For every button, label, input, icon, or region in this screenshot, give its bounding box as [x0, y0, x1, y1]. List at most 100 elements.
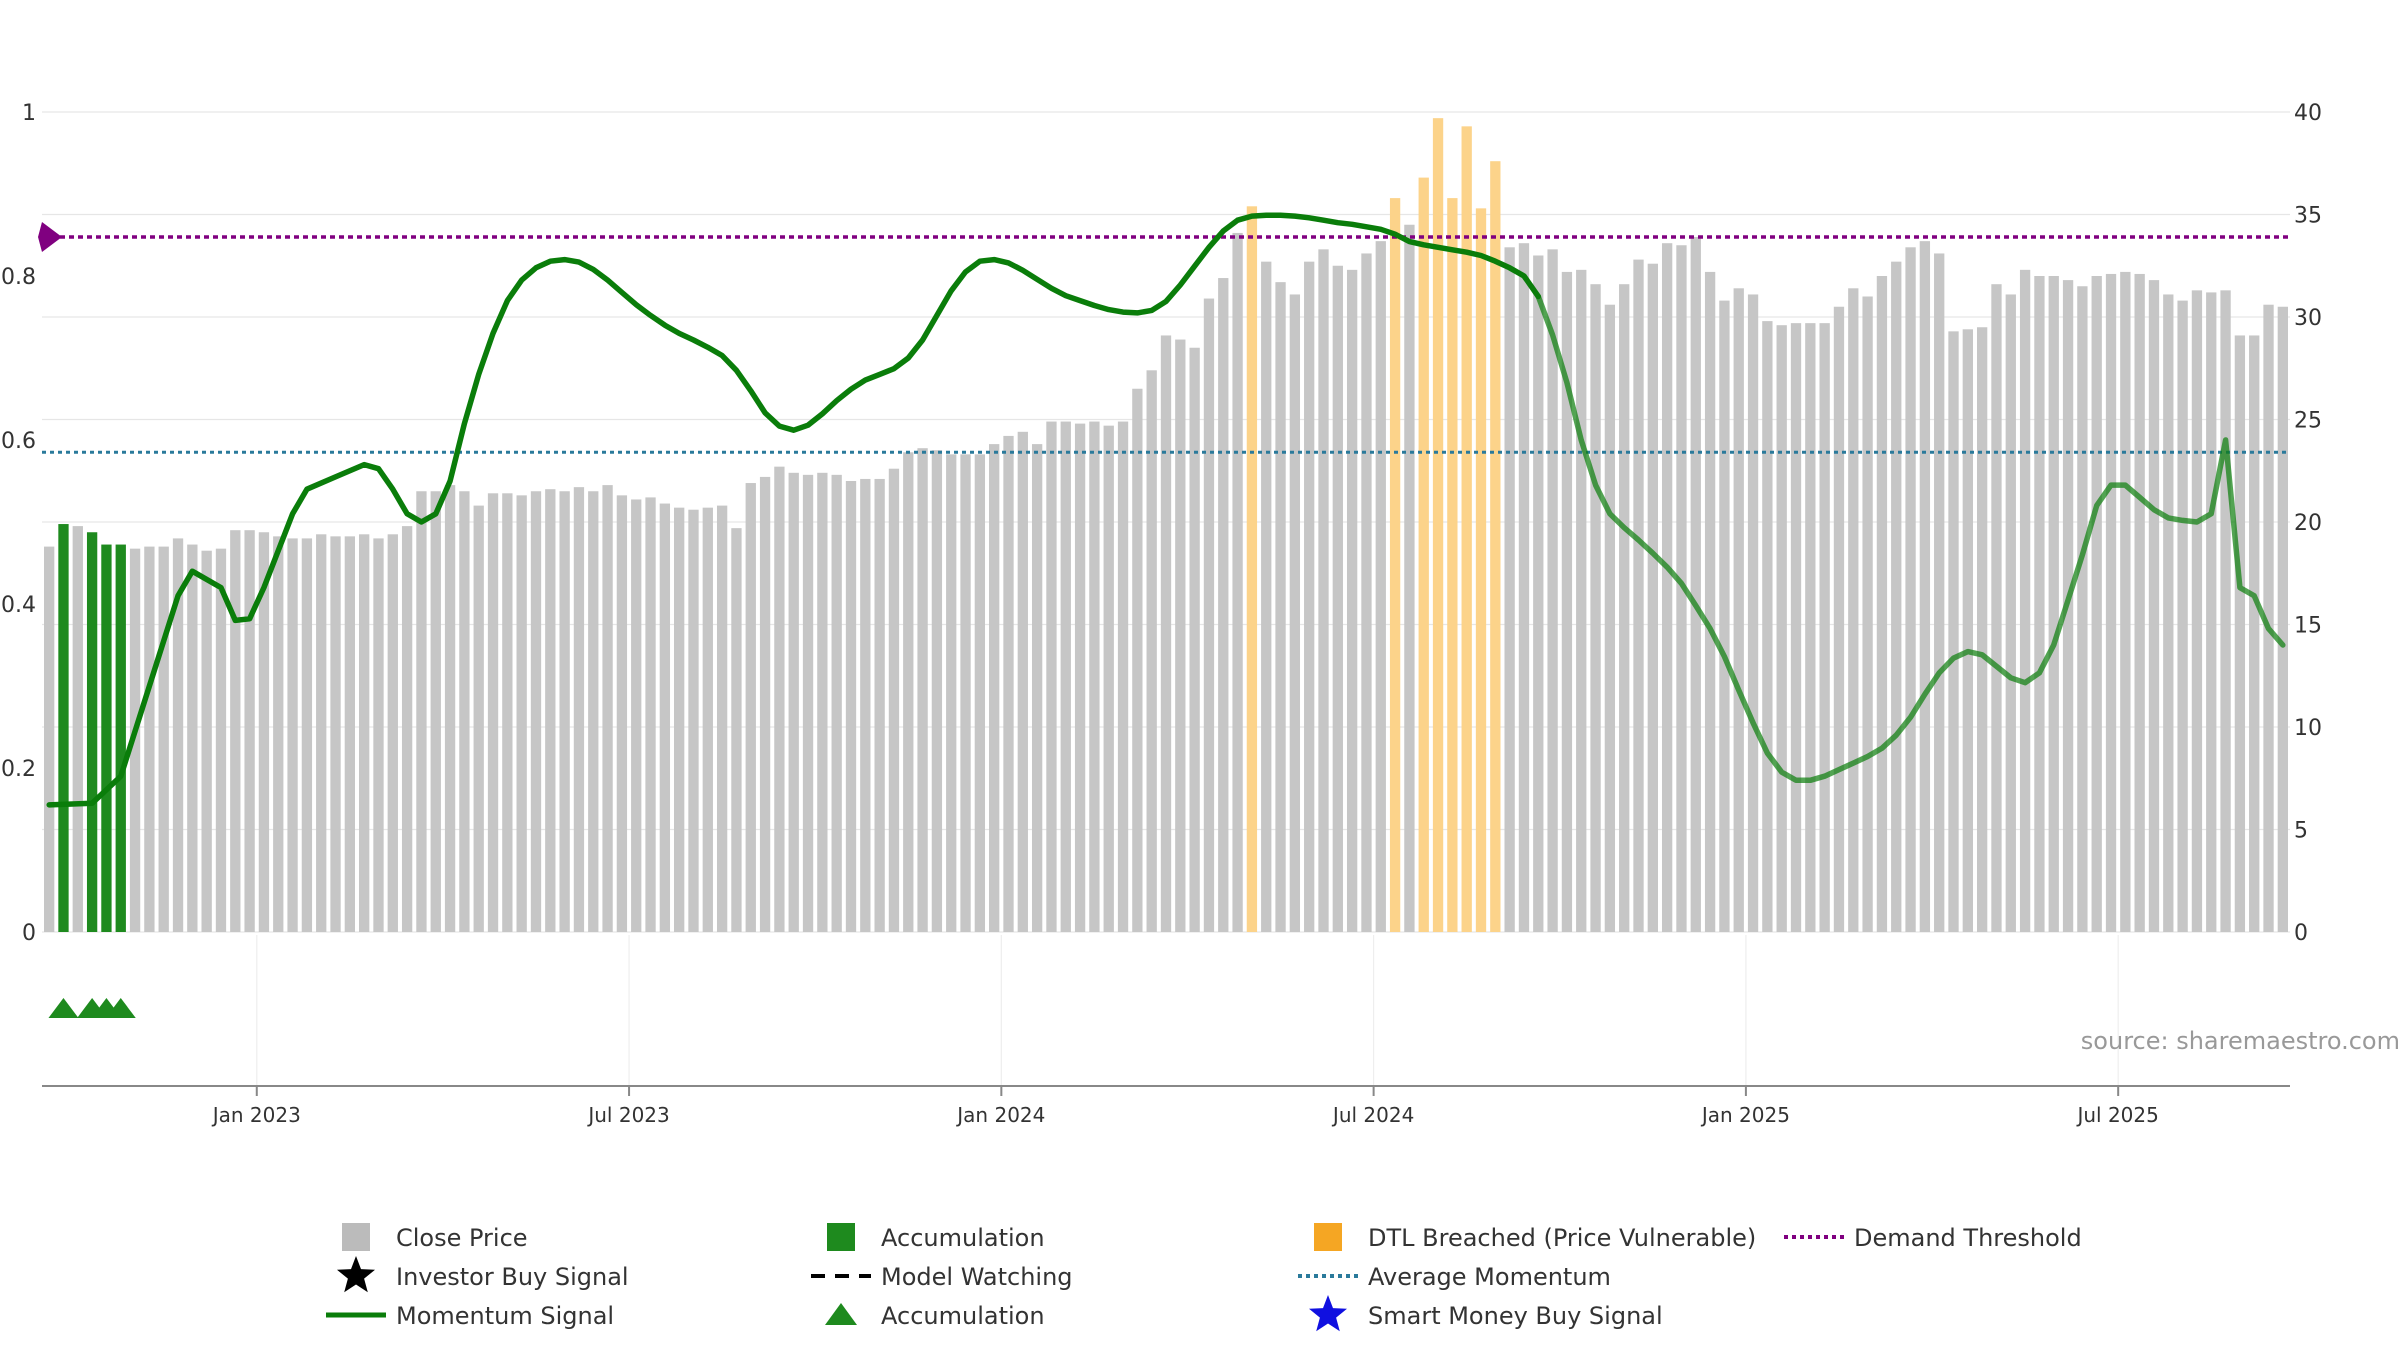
close-price-bar: [759, 476, 771, 932]
close-price-bar: [1404, 224, 1415, 932]
close-price-bar: [1146, 370, 1157, 932]
accumulation-bar: [101, 544, 112, 932]
close-price-bar: [1948, 331, 1959, 933]
right-axis-tick-label: 20: [2294, 511, 2322, 536]
signal-strip: [48, 998, 136, 1018]
x-axis-tick-label: Jul 2025: [2075, 1103, 2158, 1127]
close-price-bar: [616, 495, 628, 932]
close-price-bar: [1619, 284, 1630, 932]
close-price-bar: [1690, 237, 1701, 933]
close-price-bar: [387, 534, 398, 932]
close-price-bar: [1762, 321, 1773, 933]
close-price-bar: [430, 491, 441, 932]
legend-item: Average Momentum: [1298, 1263, 1611, 1291]
close-price-bar: [244, 530, 255, 932]
legend-label: Accumulation: [881, 1302, 1045, 1330]
legend-item: Accumulation: [827, 1223, 1045, 1252]
close-price-bar: [1117, 421, 1129, 932]
close-price-bar: [1647, 263, 1658, 932]
close-price-bar: [516, 495, 527, 932]
left-axis-tick-label: 0.2: [1, 757, 36, 782]
x-axis-tick-label: Jan 2024: [955, 1103, 1045, 1127]
close-price-bar: [860, 478, 871, 932]
legend-item: Investor Buy Signal: [337, 1256, 629, 1293]
close-price-bar: [502, 493, 513, 932]
close-price-bar: [301, 538, 313, 932]
close-price-bar: [2277, 306, 2288, 932]
dtl-breached-bar: [1418, 177, 1429, 933]
close-price-bar: [1074, 423, 1086, 932]
close-price-bar: [731, 528, 742, 932]
close-price-bar: [1848, 288, 1859, 932]
close-price-bar: [1160, 335, 1172, 932]
momentum-signal-line-faded: [1535, 293, 2286, 784]
close-price-bar: [158, 546, 169, 932]
legend-item: Smart Money Buy Signal: [1309, 1295, 1663, 1332]
close-price-bar: [287, 538, 298, 932]
close-price-bar: [530, 491, 542, 932]
close-price-bar: [44, 546, 55, 932]
close-price-bar: [631, 499, 642, 932]
legend: Close Price Investor Buy Signal Momentum S…: [326, 1223, 2082, 1332]
close-price-bar: [1518, 243, 1530, 932]
close-price-bar: [1375, 241, 1386, 932]
close-price-bar: [1590, 284, 1601, 932]
close-price-bar: [129, 548, 141, 932]
close-price-bar: [903, 452, 914, 932]
close-price-bar: [1346, 269, 1358, 933]
left-axis-tick-label: 0: [22, 921, 36, 946]
left-axis-tick-label: 0.4: [1, 593, 36, 618]
price-bars: [44, 118, 2288, 933]
legend-label: Smart Money Buy Signal: [1368, 1302, 1663, 1330]
close-price-bar: [602, 485, 613, 932]
close-price-bar: [788, 472, 799, 932]
close-price-bar: [1561, 271, 1573, 932]
close-price-bar: [831, 474, 842, 932]
close-price-bar: [1189, 347, 1200, 932]
dtl-breached-bar: [1461, 126, 1472, 933]
close-price-bar: [187, 544, 198, 932]
close-price-bar: [2206, 292, 2217, 932]
legend-square-swatch: [827, 1223, 855, 1251]
close-price-bar: [545, 489, 556, 932]
close-price-bar: [1361, 253, 1372, 932]
close-price-bar: [1819, 323, 1830, 932]
right-axis-tick-label: 25: [2294, 409, 2322, 434]
right-axis-tick-label: 35: [2294, 204, 2322, 229]
close-price-bar: [1089, 421, 1100, 932]
close-price-bar: [401, 526, 413, 932]
legend-label: Momentum Signal: [396, 1302, 614, 1330]
close-price-bar: [874, 478, 885, 932]
close-price-bar: [2163, 294, 2174, 932]
close-price-bar: [2120, 271, 2131, 932]
legend-item: Accumulation: [825, 1302, 1045, 1330]
close-price-bar: [1218, 278, 1229, 932]
demand-threshold-marker: [38, 222, 62, 253]
dtl-breached-bar: [1475, 208, 1487, 933]
close-price-bar: [1132, 388, 1143, 932]
close-price-bar: [1905, 247, 1916, 933]
close-price-bar: [1304, 261, 1315, 932]
close-price-bar: [1203, 298, 1215, 932]
close-price-bar: [716, 505, 728, 932]
close-price-bar: [1576, 269, 1587, 933]
left-axis-tick-label: 1: [22, 101, 36, 126]
close-price-bar: [1289, 294, 1301, 932]
close-price-bar: [774, 466, 785, 932]
close-price-bar: [573, 487, 585, 932]
close-price-bar: [359, 534, 370, 932]
legend-star-swatch: [337, 1256, 375, 1293]
legend-item: Momentum Signal: [326, 1302, 614, 1330]
legend-label: Model Watching: [881, 1263, 1073, 1291]
legend-label: Average Momentum: [1368, 1263, 1611, 1291]
close-price-bar: [459, 491, 470, 932]
right-axis-tick-label: 15: [2294, 614, 2322, 639]
legend-item: DTL Breached (Price Vulnerable): [1314, 1223, 1756, 1252]
close-price-bar: [1991, 284, 2002, 932]
close-price-bar: [487, 493, 499, 932]
close-price-bar: [1017, 431, 1028, 932]
close-price-bar: [473, 505, 484, 932]
close-price-bar: [1776, 325, 1787, 932]
close-price-bar: [960, 454, 971, 932]
